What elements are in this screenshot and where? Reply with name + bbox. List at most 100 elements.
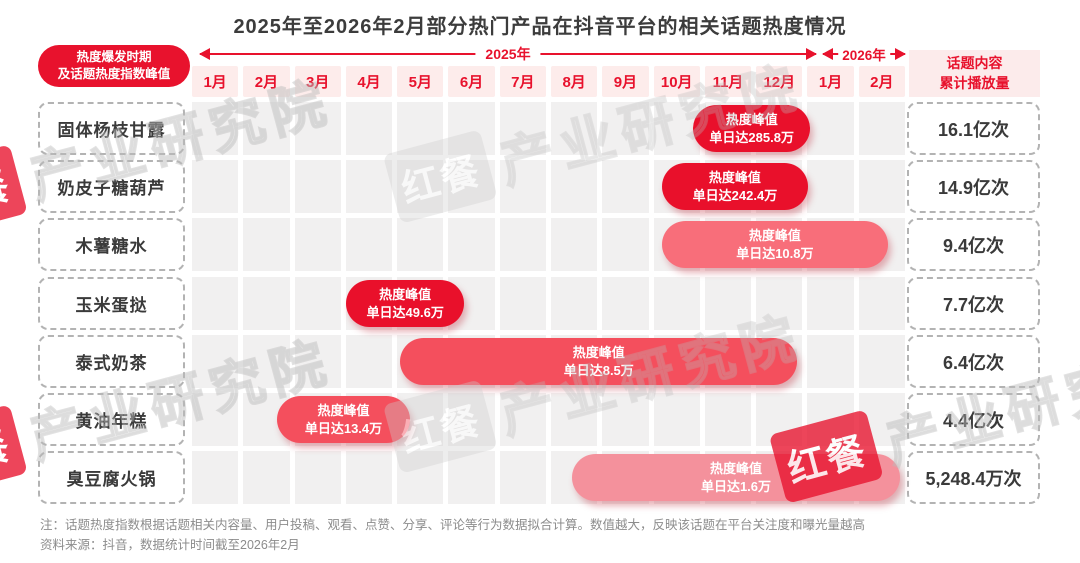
grid-cell — [243, 102, 290, 155]
grid-cell — [192, 451, 239, 504]
product-label-text: 玉米蛋挞 — [75, 296, 148, 315]
heat-bar-peak-value: 单日达285.8万 — [709, 129, 794, 145]
plays-header-line2: 累计播放量 — [939, 74, 1010, 91]
heat-bar: 热度峰值 单日达13.4万 — [276, 396, 411, 443]
grid-cell — [345, 451, 393, 504]
grid-cell — [192, 393, 239, 446]
month-header-cell: 8月 — [550, 66, 598, 97]
heat-bar-peak-value: 单日达13.4万 — [304, 420, 383, 436]
playback-value-text: 14.9亿次 — [937, 177, 1010, 198]
playback-value-text: 4.4亿次 — [942, 410, 1005, 431]
product-label: 固体杨枝甘露 — [38, 102, 185, 155]
grid-cell — [499, 102, 546, 155]
grid-cell — [550, 160, 598, 213]
month-header-cell: 2月 — [243, 66, 290, 97]
row-naipizi-tanghulu: 奶皮子糖葫芦 热度峰值 单日达242.4万 14.9亿次 — [0, 160, 1080, 213]
heat-bar-peak-value: 单日达10.8万 — [736, 245, 814, 261]
timeline-grid-area: 热度峰值 单日达10.8万 — [192, 218, 905, 271]
product-label: 奶皮子糖葫芦 — [38, 160, 185, 213]
grid-cell — [499, 451, 546, 504]
grid-cell — [397, 160, 444, 213]
row-choudoufu-huoguo: 臭豆腐火锅 热度峰值 单日达1.6万 5,248.4万次 — [0, 451, 1080, 504]
grid-cell — [807, 160, 854, 213]
year-2026-label: 2026年 — [838, 44, 890, 64]
heat-bar-caption: 热度峰值 — [572, 344, 625, 360]
footnotes: 注：话题热度指数根据话题相关内容量、用户投稿、观看、点赞、分享、评论等行为数据拟… — [40, 515, 865, 555]
grid-cell — [294, 277, 341, 330]
timeline-grid-row — [192, 102, 905, 155]
grid-cell — [448, 160, 495, 213]
grid-cell — [602, 393, 649, 446]
timeline-grid-area: 热度峰值 单日达242.4万 — [192, 160, 905, 213]
grid-cell — [499, 277, 546, 330]
month-header-cell: 5月 — [397, 66, 444, 97]
grid-cell — [192, 218, 239, 271]
grid-cell — [294, 335, 341, 388]
grid-cell — [858, 102, 905, 155]
month-header-cell: 9月 — [602, 66, 649, 97]
year-2025-arrow: 2025年 — [199, 44, 817, 64]
grid-cell — [858, 277, 905, 330]
plays-column-header: 话题内容 累计播放量 — [909, 50, 1040, 97]
playback-value-box: 16.1亿次 — [907, 102, 1040, 155]
month-header-cell: 1月 — [807, 66, 854, 97]
heat-bar-caption: 热度峰值 — [709, 460, 762, 476]
grid-cell — [756, 277, 803, 330]
grid-cell — [704, 277, 752, 330]
month-header-cell: 7月 — [499, 66, 546, 97]
footnote-method: 注：话题热度指数根据话题相关内容量、用户投稿、观看、点赞、分享、评论等行为数据拟… — [40, 518, 866, 532]
month-header-cell: 3月 — [294, 66, 341, 97]
grid-cell — [602, 102, 649, 155]
heat-bar-peak-value: 单日达242.4万 — [692, 187, 778, 203]
grid-cell — [858, 335, 905, 388]
grid-cell — [550, 277, 598, 330]
timeline-grid-area: 热度峰值 单日达285.8万 — [192, 102, 905, 155]
playback-value-text: 7.7亿次 — [942, 294, 1005, 315]
product-label-text: 臭豆腐火锅 — [66, 470, 157, 489]
timeline-grid-area: 热度峰值 单日达13.4万 — [192, 393, 905, 446]
grid-cell — [448, 102, 495, 155]
playback-value-box: 4.4亿次 — [907, 393, 1040, 446]
row-huangyou-niangao: 黄油年糕 热度峰值 单日达13.4万 4.4亿次 — [0, 393, 1080, 446]
heat-bar: 热度峰值 单日达1.6万 — [572, 454, 900, 501]
playback-value-text: 5,248.4万次 — [925, 468, 1022, 489]
plays-header-line1: 话题内容 — [946, 54, 1003, 71]
heat-bar: 热度峰值 单日达242.4万 — [661, 163, 809, 210]
month-header-cell: 2月 — [858, 66, 905, 97]
timeline-grid-area: 热度峰值 单日达8.5万 — [192, 335, 905, 388]
grid-cell — [653, 393, 700, 446]
product-label-text: 奶皮子糖葫芦 — [57, 179, 166, 198]
grid-cell — [345, 160, 393, 213]
heat-bar-caption: 热度峰值 — [708, 169, 761, 185]
footnote-source: 资料来源：抖音，数据统计时间截至2026年2月 — [40, 538, 300, 552]
grid-cell — [858, 393, 905, 446]
grid-cell — [243, 451, 290, 504]
grid-cell — [858, 160, 905, 213]
product-label: 木薯糖水 — [38, 218, 185, 271]
playback-value-box: 6.4亿次 — [907, 335, 1040, 388]
product-label-text: 黄油年糕 — [75, 412, 148, 431]
row-taishi-naicha: 泰式奶茶 热度峰值 单日达8.5万 6.4亿次 — [0, 335, 1080, 388]
timeline-grid-row — [192, 277, 905, 330]
grid-cell — [550, 102, 598, 155]
grid-cell — [294, 451, 341, 504]
grid-cell — [448, 218, 495, 271]
grid-cell — [243, 160, 290, 213]
grid-cell — [550, 218, 598, 271]
product-label-text: 木薯糖水 — [75, 237, 148, 256]
row-mushu-tangshui: 木薯糖水 热度峰值 单日达10.8万 9.4亿次 — [0, 218, 1080, 271]
playback-value-text: 16.1亿次 — [937, 119, 1010, 140]
grid-cell — [192, 102, 239, 155]
grid-cell — [448, 451, 495, 504]
playback-value-box: 5,248.4万次 — [907, 451, 1040, 504]
heat-bar-peak-value: 单日达1.6万 — [700, 478, 772, 494]
month-header-cell: 12月 — [756, 66, 803, 97]
grid-cell — [499, 160, 546, 213]
product-label: 泰式奶茶 — [38, 335, 185, 388]
month-header-cell: 11月 — [704, 66, 752, 97]
grid-cell — [345, 218, 393, 271]
grid-cell — [653, 277, 700, 330]
grid-cell — [602, 277, 649, 330]
playback-value-box: 9.4亿次 — [907, 218, 1040, 271]
